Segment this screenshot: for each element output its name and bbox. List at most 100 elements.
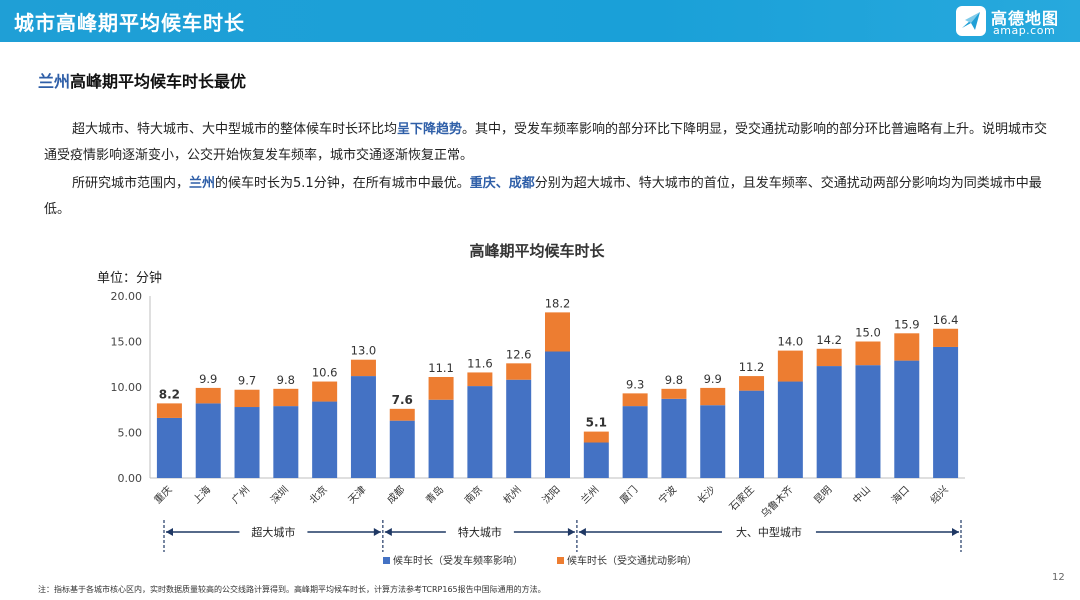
total-label: 8.2 xyxy=(159,387,180,401)
category-label: 杭州 xyxy=(500,483,523,506)
paragraph-2: 所研究城市范围内，兰州的候车时长为5.1分钟，在所有城市中最优。重庆、成都分别为… xyxy=(44,171,1054,223)
bar-frequency xyxy=(777,381,803,478)
total-label: 16.4 xyxy=(933,313,959,327)
amap-logo: 高德地图 amap.com xyxy=(955,4,1075,38)
bar-disturbance xyxy=(312,381,338,402)
bar-disturbance xyxy=(855,341,881,366)
bar-frequency xyxy=(855,365,881,478)
category-label: 乌鲁木齐 xyxy=(758,483,795,520)
paragraph-2-text: 所研究城市范围内， xyxy=(72,176,190,191)
paragraph-1-text-after: 。其中，受发车频率影响的部分环比下降明显，受交通扰动影响的部分环比普遍略有上升。… xyxy=(44,122,1048,163)
legend-label-frequency: 候车时长（受发车频率影响） xyxy=(393,554,523,567)
group-arrow-right xyxy=(373,528,381,536)
bar-disturbance xyxy=(234,389,260,408)
y-tick-label: 5.00 xyxy=(118,427,143,440)
bar-disturbance xyxy=(894,333,920,361)
category-label: 宁波 xyxy=(656,483,679,506)
paragraph-2-text-end: 分别为超大城市、特大城市的首位，且发车频率、交通扰动两部分影响均为同类城市中最低… xyxy=(44,176,1042,217)
bar-frequency xyxy=(389,420,415,478)
group-label: 超大城市 xyxy=(251,525,295,539)
paragraph-2-highlight-cities: 重庆、成都 xyxy=(469,176,535,191)
bar-frequency xyxy=(428,399,454,478)
chart-title: 高峰期平均候车时长 xyxy=(469,242,605,260)
category-label: 广州 xyxy=(230,484,253,507)
legend-label-disturbance: 候车时长（受交通扰动影响） xyxy=(567,554,697,567)
bar-disturbance xyxy=(467,372,493,387)
category-label: 南京 xyxy=(462,483,485,506)
y-tick-label: 10.00 xyxy=(111,381,143,394)
y-tick-label: 20.00 xyxy=(111,290,143,303)
group-arrow-left xyxy=(384,528,392,536)
subtitle-highlight: 兰州 xyxy=(38,72,71,91)
total-label: 10.6 xyxy=(312,366,338,380)
paragraph-1-highlight: 呈下降趋势 xyxy=(397,122,463,137)
total-label: 9.9 xyxy=(199,372,217,386)
footnote: 注：指标基于各城市核心区内，实时数据质量较高的公交线路计算得到。高峰期平均候车时… xyxy=(38,585,546,594)
total-label: 15.9 xyxy=(894,317,920,331)
bar-disturbance xyxy=(545,312,570,352)
logo-url: amap.com xyxy=(993,24,1056,37)
total-label: 9.7 xyxy=(238,374,256,388)
total-label: 9.8 xyxy=(665,373,683,387)
category-label: 昆明 xyxy=(812,484,835,507)
category-label: 青岛 xyxy=(423,483,446,506)
amap-logo-icon xyxy=(956,6,986,36)
group-label: 特大城市 xyxy=(458,525,502,539)
bar-frequency xyxy=(583,442,609,478)
category-label: 成都 xyxy=(385,484,408,507)
legend-swatch-frequency xyxy=(383,557,390,564)
bar-frequency xyxy=(234,407,260,478)
category-label: 石家庄 xyxy=(726,483,756,513)
paragraph-1: 超大城市、特大城市、大中型城市的整体候车时长环比均呈下降趋势。其中，受发车频率影… xyxy=(44,117,1054,169)
total-label: 14.2 xyxy=(816,333,842,347)
bar-frequency xyxy=(661,398,687,478)
bar-frequency xyxy=(312,401,338,478)
paragraph-2-text-mid: 的候车时长为5.1分钟，在所有城市中最优。 xyxy=(215,176,470,191)
bar-disturbance xyxy=(156,403,182,418)
y-tick-label: 15.00 xyxy=(111,336,143,349)
category-label: 北京 xyxy=(306,483,329,506)
y-tick-label: 0.00 xyxy=(118,472,143,485)
group-arrow-left xyxy=(166,528,173,536)
bar-frequency xyxy=(816,366,842,478)
group-arrow-right xyxy=(567,528,575,536)
total-label: 14.0 xyxy=(778,335,804,349)
total-label: 9.8 xyxy=(277,373,295,387)
bar-disturbance xyxy=(583,431,609,443)
bar-frequency xyxy=(506,379,532,478)
total-label: 5.1 xyxy=(586,416,607,430)
category-label: 兰州 xyxy=(578,483,601,506)
bar-disturbance xyxy=(195,387,221,404)
bar-frequency xyxy=(195,403,221,478)
total-label: 12.6 xyxy=(506,347,532,361)
total-label: 9.9 xyxy=(704,372,722,386)
group-arrow-left xyxy=(578,528,586,536)
group-label: 大、中型城市 xyxy=(736,525,802,539)
category-label: 天津 xyxy=(346,484,369,507)
bar-frequency xyxy=(273,406,299,478)
category-label: 上海 xyxy=(190,483,213,506)
category-label: 中山 xyxy=(850,483,873,506)
total-label: 11.1 xyxy=(428,361,454,375)
category-label: 沈阳 xyxy=(539,483,562,506)
bar-frequency xyxy=(467,386,493,478)
bar-disturbance xyxy=(428,376,454,400)
bar-disturbance xyxy=(933,328,959,347)
category-label: 深圳 xyxy=(268,484,291,507)
bar-disturbance xyxy=(273,388,299,407)
subtitle-rest: 高峰期平均候车时长最优 xyxy=(70,72,247,91)
category-label: 绍兴 xyxy=(927,483,950,506)
paragraph-2-highlight-lanzhou: 兰州 xyxy=(189,176,216,191)
bar-frequency xyxy=(739,390,765,478)
logo-name: 高德地图 xyxy=(991,9,1060,28)
bar-disturbance xyxy=(700,387,726,406)
bar-frequency xyxy=(350,376,376,478)
group-arrow-right xyxy=(952,528,959,536)
bar-frequency xyxy=(894,360,920,478)
bar-frequency xyxy=(156,417,182,478)
category-label: 重庆 xyxy=(151,483,174,506)
bar-frequency xyxy=(622,406,648,478)
bar-disturbance xyxy=(506,363,532,380)
total-label: 11.6 xyxy=(467,356,493,370)
